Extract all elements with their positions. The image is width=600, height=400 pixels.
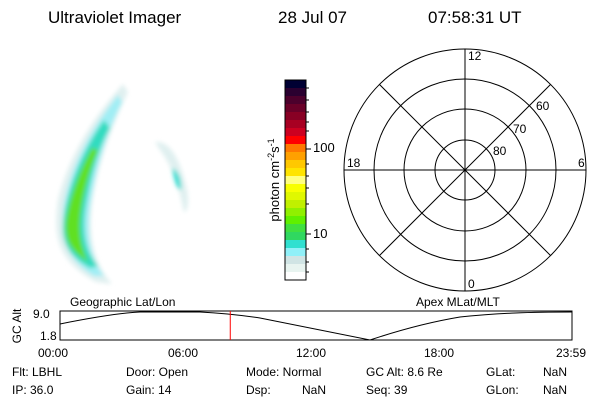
colorbar-band xyxy=(285,144,306,153)
colorbar-band xyxy=(285,192,306,201)
colorbar-band xyxy=(285,80,306,89)
colorbar-band xyxy=(285,208,306,217)
colorbar-band xyxy=(285,176,306,185)
colorbar-band xyxy=(285,256,306,265)
colorbar-band xyxy=(285,120,306,129)
colorbar-band xyxy=(285,272,306,281)
lat-label-60: 60 xyxy=(536,99,550,113)
gain-status: Gain: 14 xyxy=(126,383,172,397)
x-tick-1200: 12:00 xyxy=(296,346,327,360)
colorbar-band xyxy=(285,160,306,169)
lat-label-70: 70 xyxy=(513,122,527,136)
ip-status: IP: 36.0 xyxy=(12,383,54,397)
colorbar-band xyxy=(285,104,306,113)
gc-alt-status: GC Alt: 8.6 Re xyxy=(366,365,443,379)
apex-label: Apex MLat/MLT xyxy=(416,295,500,309)
colorbar-band xyxy=(285,200,306,209)
glon-value: NaN xyxy=(543,383,568,397)
x-tick-2359: 23:59 xyxy=(556,346,587,360)
colorbar-band xyxy=(285,136,306,145)
mlt-label-6: 6 xyxy=(578,156,585,170)
mlt-label-18: 18 xyxy=(347,156,361,170)
mode-status: Mode: Normal xyxy=(246,365,322,379)
dsp-value: NaN xyxy=(302,383,327,397)
lat-label-80: 80 xyxy=(493,144,507,158)
colorbar-tick-10: 10 xyxy=(313,226,328,241)
geographic-label: Geographic Lat/Lon xyxy=(70,295,176,309)
mlt-label-12: 12 xyxy=(468,49,482,63)
colorbar-band xyxy=(285,264,306,273)
x-tick-1800: 18:00 xyxy=(424,346,455,360)
colorbar-band xyxy=(285,128,306,137)
y-tick-1-8: 1.8 xyxy=(40,329,57,343)
colorbar-band xyxy=(285,168,306,177)
colorbar-band xyxy=(285,96,306,105)
seq-status: Seq: 39 xyxy=(366,383,408,397)
door-status: Door: Open xyxy=(126,365,189,379)
x-tick-0000: 00:00 xyxy=(38,346,69,360)
colorbar-band xyxy=(285,224,306,233)
colorbar-band xyxy=(285,232,306,241)
time-label: 07:58:31 UT xyxy=(428,8,522,27)
colorbar-tick-100: 100 xyxy=(313,140,335,155)
x-tick-0600: 06:00 xyxy=(168,346,199,360)
dsp-label: Dsp: xyxy=(246,383,271,397)
colorbar-band xyxy=(285,184,306,193)
colorbar-band xyxy=(285,240,306,249)
mlt-label-0: 0 xyxy=(468,277,475,291)
colorbar-band xyxy=(285,216,306,225)
colorbar-band xyxy=(285,112,306,121)
app-title: Ultraviolet Imager xyxy=(48,8,182,27)
date-label: 28 Jul 07 xyxy=(278,8,347,27)
glat-value: NaN xyxy=(543,365,568,379)
colorbar-band xyxy=(285,88,306,97)
filter-status: Flt: LBHL xyxy=(12,365,63,379)
y-tick-9: 9.0 xyxy=(33,307,50,321)
glon-label: GLon: xyxy=(486,383,519,397)
colorbar-band xyxy=(285,248,306,257)
colorbar-band xyxy=(285,152,306,161)
glat-label: GLat: xyxy=(486,365,516,379)
